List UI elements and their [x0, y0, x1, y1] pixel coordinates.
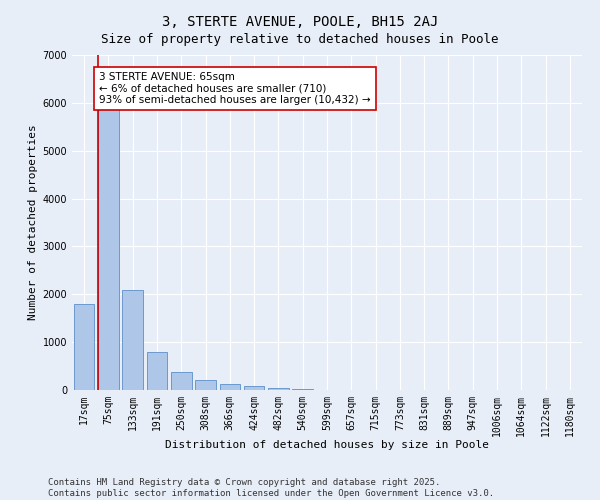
Bar — [74, 304, 94, 390]
Bar — [220, 384, 240, 390]
Y-axis label: Number of detached properties: Number of detached properties — [28, 124, 38, 320]
Text: 3 STERTE AVENUE: 65sqm
← 6% of detached houses are smaller (710)
93% of semi-det: 3 STERTE AVENUE: 65sqm ← 6% of detached … — [99, 72, 371, 105]
Bar — [268, 388, 289, 390]
Bar — [146, 352, 167, 390]
X-axis label: Distribution of detached houses by size in Poole: Distribution of detached houses by size … — [165, 440, 489, 450]
Text: 3, STERTE AVENUE, POOLE, BH15 2AJ: 3, STERTE AVENUE, POOLE, BH15 2AJ — [162, 15, 438, 29]
Bar — [292, 389, 313, 390]
Bar — [244, 386, 265, 390]
Text: Size of property relative to detached houses in Poole: Size of property relative to detached ho… — [101, 32, 499, 46]
Bar — [98, 108, 119, 390]
Bar — [171, 372, 191, 390]
Bar — [195, 380, 216, 390]
Bar — [122, 290, 143, 390]
Text: Contains HM Land Registry data © Crown copyright and database right 2025.
Contai: Contains HM Land Registry data © Crown c… — [48, 478, 494, 498]
